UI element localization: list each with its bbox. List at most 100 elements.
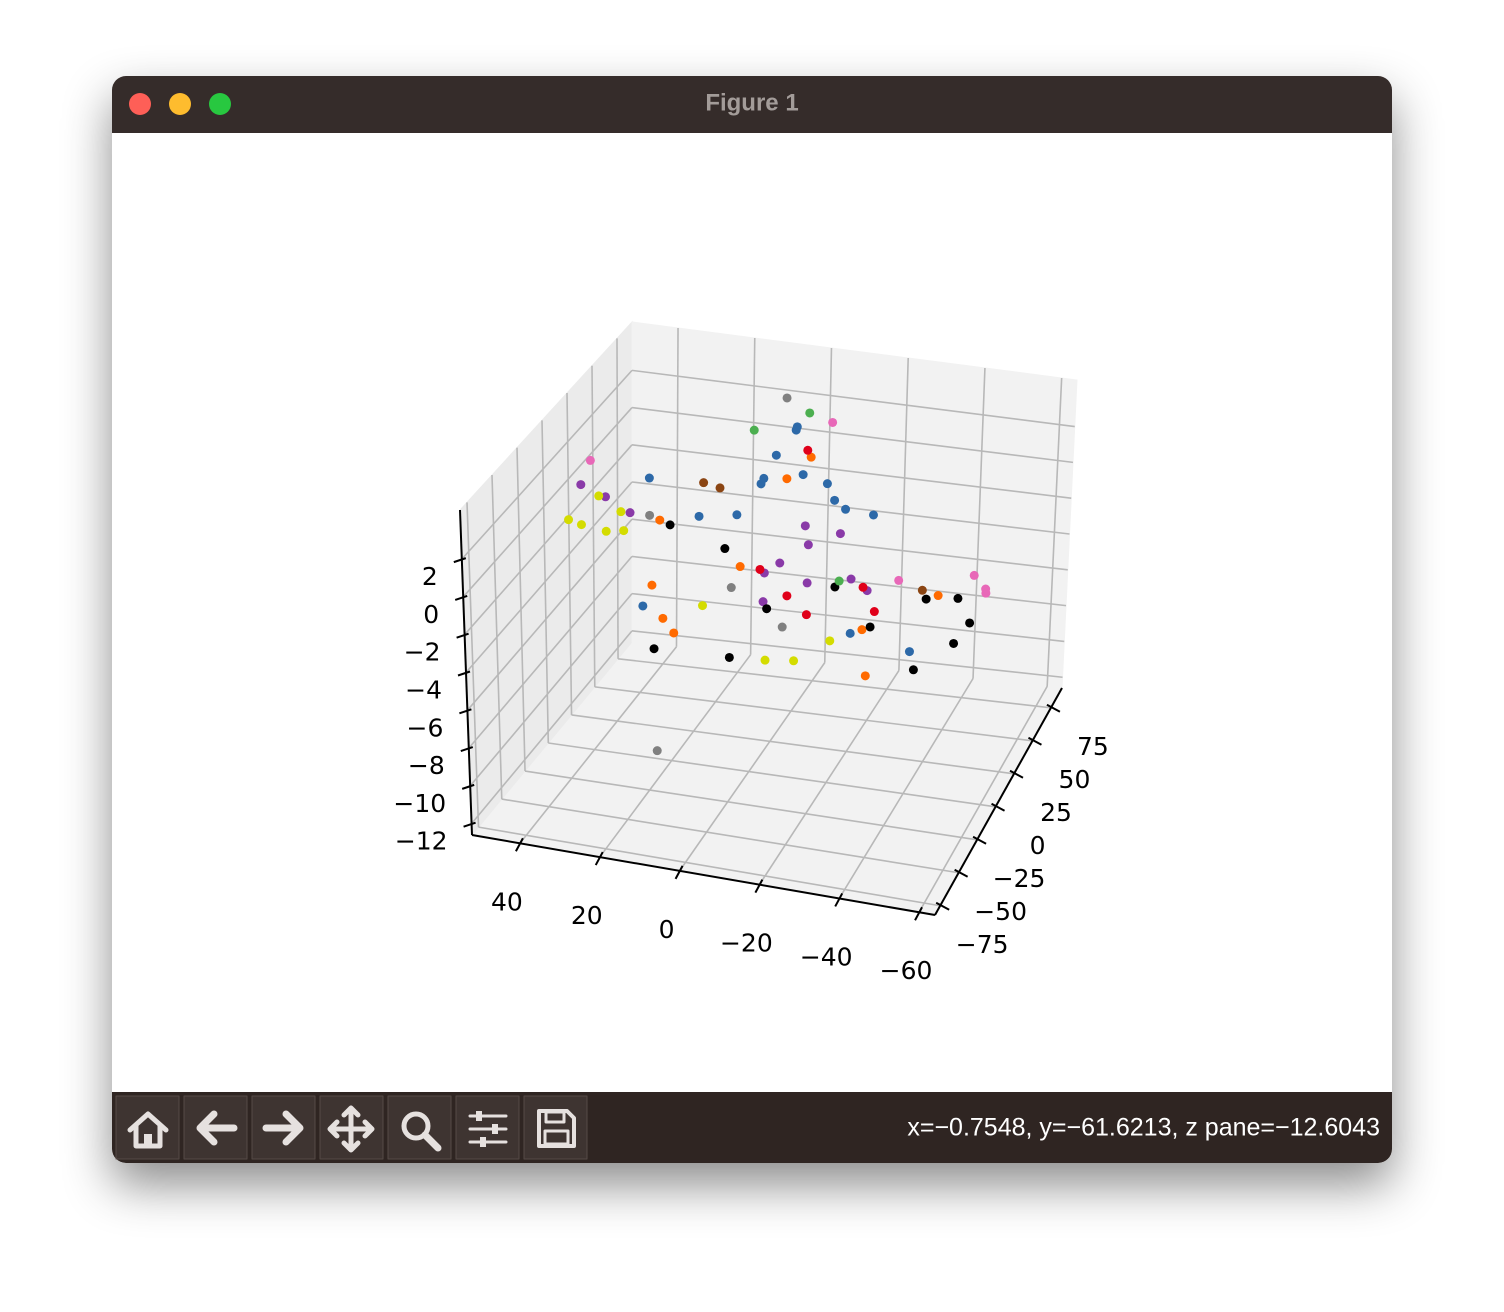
- grid-line: [631, 518, 1068, 571]
- tick-mark: [674, 865, 684, 880]
- back-button[interactable]: [183, 1095, 248, 1160]
- title-bar: [112, 76, 1392, 133]
- zoom-button[interactable]: [209, 93, 231, 115]
- point: [645, 510, 655, 520]
- point: [724, 652, 734, 662]
- point: [801, 610, 811, 620]
- z-tick-label: −6: [407, 713, 444, 742]
- close-button[interactable]: [129, 93, 151, 115]
- point: [830, 495, 840, 505]
- point: [760, 655, 770, 665]
- grid-line: [631, 406, 1074, 464]
- point: [800, 521, 810, 531]
- configure-button[interactable]: [455, 1095, 520, 1160]
- tick-mark: [1009, 769, 1024, 779]
- point: [825, 636, 835, 646]
- point: [846, 574, 856, 584]
- forward-button[interactable]: [251, 1095, 316, 1160]
- point: [908, 665, 918, 675]
- y-tick-label: 50: [1059, 765, 1091, 794]
- grid-line: [470, 630, 633, 825]
- point: [758, 597, 768, 607]
- point: [953, 593, 963, 603]
- point: [860, 671, 870, 681]
- z-tick-label: 0: [423, 600, 439, 629]
- point: [782, 591, 792, 601]
- zoom-tool-button[interactable]: [387, 1095, 452, 1160]
- grid-line: [599, 654, 752, 858]
- tick-mark: [754, 879, 764, 894]
- y-tick-label: −25: [993, 864, 1046, 893]
- minimize-button[interactable]: [169, 93, 191, 115]
- grid-line: [631, 443, 1072, 499]
- grid-line: [469, 593, 633, 787]
- tick-mark: [972, 835, 987, 845]
- point: [720, 544, 730, 554]
- point: [805, 408, 815, 418]
- point: [652, 746, 662, 756]
- point: [735, 562, 745, 572]
- grid-line: [758, 670, 900, 886]
- z-tick-label: 2: [422, 562, 438, 591]
- axis-line: [934, 687, 1063, 916]
- grid-line: [918, 686, 1048, 913]
- point: [965, 618, 975, 628]
- tick-mark: [834, 892, 844, 907]
- tick-mark: [991, 802, 1006, 812]
- point: [775, 558, 785, 568]
- tick-mark: [914, 906, 923, 921]
- axis-line: [471, 834, 936, 916]
- point: [845, 628, 855, 638]
- grid-line: [519, 646, 678, 844]
- point: [749, 425, 759, 435]
- x-tick-label: 0: [659, 915, 675, 944]
- point: [828, 417, 838, 427]
- grid-line: [462, 407, 633, 598]
- tick-mark: [1046, 703, 1061, 713]
- point: [732, 510, 742, 520]
- point: [601, 526, 611, 536]
- point: [841, 504, 851, 514]
- pan-button[interactable]: [319, 1095, 384, 1160]
- plot-3d: 40 20 0 −20 −40 −60−75−50−250255075−12−10−8−6…: [393, 320, 1109, 985]
- y-tick-label: 25: [1040, 798, 1072, 827]
- x-tick-label: 40: [491, 887, 523, 916]
- tick-mark: [454, 594, 468, 601]
- point: [647, 580, 657, 590]
- tick-mark: [453, 557, 467, 564]
- point: [665, 520, 675, 530]
- grid-line: [548, 742, 996, 808]
- grid-line: [464, 444, 633, 636]
- grid-line: [617, 658, 1052, 709]
- grid-line: [678, 662, 826, 872]
- point: [576, 480, 586, 490]
- point: [969, 570, 979, 580]
- point: [644, 473, 654, 483]
- point: [616, 507, 626, 517]
- point: [638, 601, 648, 611]
- point: [782, 393, 792, 403]
- tick-mark: [935, 901, 950, 911]
- point: [835, 529, 845, 539]
- point: [601, 492, 611, 502]
- y-tick-label: 75: [1077, 732, 1109, 761]
- z-tick-label: −8: [408, 751, 445, 780]
- point: [715, 483, 725, 493]
- point: [698, 601, 708, 611]
- point: [921, 594, 931, 604]
- point: [894, 575, 904, 585]
- grid-line: [468, 555, 633, 749]
- point: [803, 445, 813, 455]
- save-button[interactable]: [523, 1095, 588, 1160]
- point: [857, 625, 867, 635]
- point: [699, 478, 709, 488]
- point: [806, 452, 816, 462]
- point: [798, 470, 808, 480]
- grid-line: [571, 714, 1015, 775]
- point: [649, 644, 659, 654]
- home-button[interactable]: [115, 1095, 180, 1160]
- point: [869, 607, 879, 617]
- grid-line: [465, 481, 633, 674]
- y-tick-label: −75: [956, 930, 1009, 959]
